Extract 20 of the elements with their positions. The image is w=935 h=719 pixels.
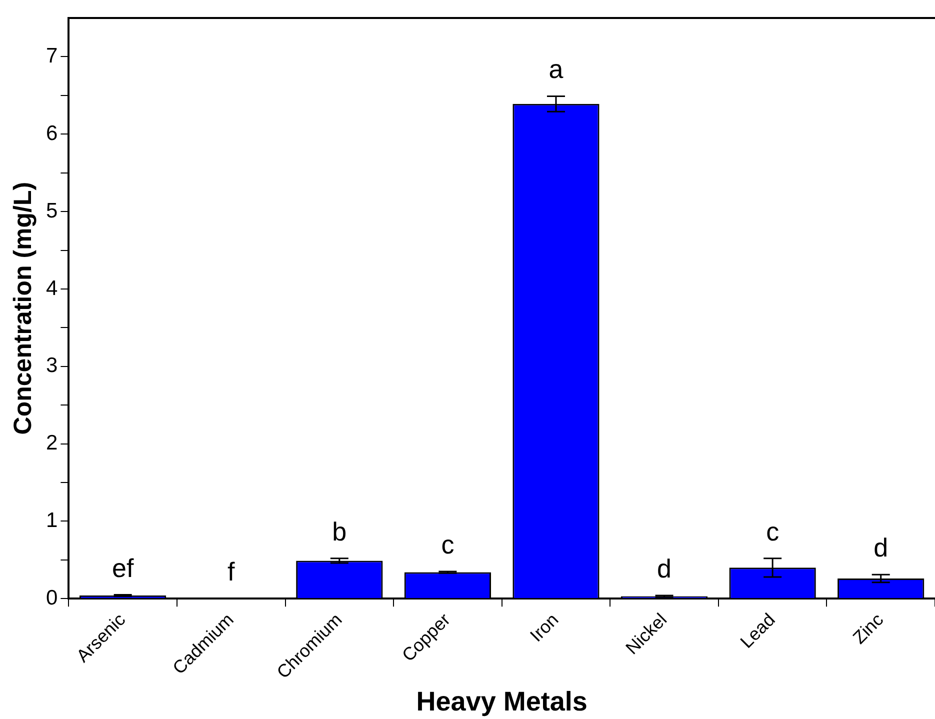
x-tick-label: Iron	[526, 609, 562, 646]
y-tick-label: 1	[46, 509, 58, 532]
x-axis-title: Heavy Metals	[416, 686, 588, 716]
annotation: d	[657, 554, 672, 584]
annotation: c	[441, 530, 454, 560]
y-tick-label: 2	[46, 432, 58, 455]
annotation: c	[766, 516, 780, 546]
y-axis-title: Concentration (mg/L)	[8, 182, 37, 435]
annotation: ef	[112, 552, 134, 583]
y-tick-label: 0	[46, 586, 58, 610]
y-tick-label: 4	[46, 276, 58, 300]
y-tick-label: 3	[46, 354, 58, 378]
x-tick-label: Zinc	[849, 609, 888, 648]
annotation: b	[332, 516, 347, 546]
annotation: d	[874, 532, 888, 563]
y-tick-label: 6	[46, 122, 58, 145]
annotation: a	[548, 54, 564, 84]
y-tick-label: 7	[46, 44, 58, 68]
y-tick-label: 5	[46, 199, 58, 222]
annotation: f	[227, 556, 236, 587]
